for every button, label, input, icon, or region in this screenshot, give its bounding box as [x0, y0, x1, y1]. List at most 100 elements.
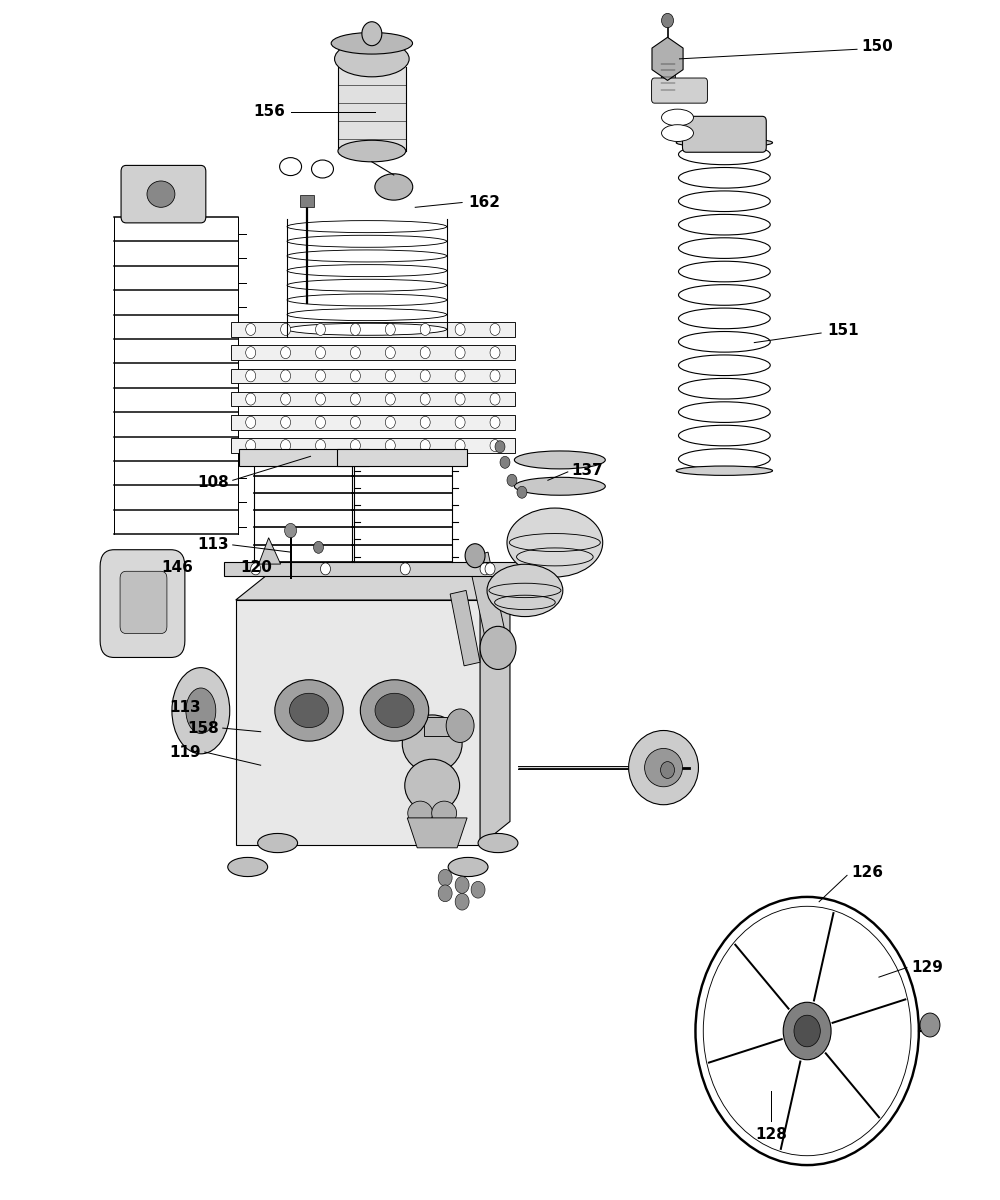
- Ellipse shape: [507, 508, 603, 577]
- Ellipse shape: [679, 425, 770, 446]
- Circle shape: [794, 1015, 820, 1046]
- FancyBboxPatch shape: [231, 323, 515, 337]
- Circle shape: [420, 439, 430, 451]
- Ellipse shape: [679, 355, 770, 376]
- Circle shape: [281, 347, 291, 359]
- Polygon shape: [236, 600, 480, 846]
- Circle shape: [490, 394, 500, 406]
- Text: 151: 151: [827, 323, 859, 338]
- Text: 120: 120: [241, 560, 273, 575]
- Ellipse shape: [679, 144, 770, 164]
- Circle shape: [455, 394, 465, 406]
- Circle shape: [783, 1002, 831, 1060]
- Ellipse shape: [375, 174, 413, 200]
- Ellipse shape: [679, 378, 770, 400]
- FancyBboxPatch shape: [231, 368, 515, 383]
- Text: 158: 158: [187, 721, 219, 736]
- Circle shape: [490, 370, 500, 382]
- Circle shape: [316, 324, 325, 336]
- Ellipse shape: [331, 32, 413, 54]
- Bar: [661, 59, 675, 92]
- Ellipse shape: [662, 109, 693, 126]
- Ellipse shape: [679, 168, 770, 188]
- Circle shape: [246, 370, 256, 382]
- Text: 119: 119: [169, 744, 201, 760]
- Circle shape: [420, 370, 430, 382]
- Text: 108: 108: [197, 475, 229, 490]
- Ellipse shape: [514, 478, 605, 496]
- Circle shape: [246, 439, 256, 451]
- Ellipse shape: [676, 138, 773, 148]
- Circle shape: [455, 416, 465, 428]
- Circle shape: [420, 324, 430, 336]
- Circle shape: [455, 893, 469, 910]
- Ellipse shape: [287, 250, 447, 262]
- Ellipse shape: [275, 679, 343, 742]
- Ellipse shape: [335, 41, 409, 77]
- Circle shape: [281, 370, 291, 382]
- Bar: [300, 196, 314, 208]
- Ellipse shape: [338, 140, 406, 162]
- Ellipse shape: [478, 834, 518, 853]
- Circle shape: [455, 439, 465, 451]
- Polygon shape: [450, 590, 480, 666]
- FancyBboxPatch shape: [239, 449, 369, 466]
- Circle shape: [471, 881, 485, 898]
- Circle shape: [281, 416, 291, 428]
- Circle shape: [662, 13, 674, 28]
- Ellipse shape: [289, 694, 329, 727]
- Ellipse shape: [679, 308, 770, 329]
- Circle shape: [465, 544, 485, 568]
- Ellipse shape: [375, 694, 414, 727]
- Circle shape: [455, 347, 465, 359]
- Ellipse shape: [402, 715, 462, 773]
- Circle shape: [385, 394, 395, 406]
- Circle shape: [438, 884, 452, 901]
- Circle shape: [316, 394, 325, 406]
- Circle shape: [314, 541, 323, 553]
- Ellipse shape: [679, 449, 770, 469]
- Circle shape: [420, 416, 430, 428]
- Text: 150: 150: [861, 40, 893, 54]
- Ellipse shape: [514, 451, 605, 469]
- FancyBboxPatch shape: [682, 116, 766, 152]
- FancyBboxPatch shape: [120, 571, 167, 634]
- Polygon shape: [236, 576, 510, 600]
- Circle shape: [695, 896, 919, 1165]
- Ellipse shape: [679, 402, 770, 422]
- Ellipse shape: [679, 238, 770, 258]
- Circle shape: [920, 1013, 940, 1037]
- Circle shape: [420, 347, 430, 359]
- Polygon shape: [480, 576, 510, 846]
- Circle shape: [281, 324, 291, 336]
- Polygon shape: [652, 37, 683, 80]
- Circle shape: [362, 22, 382, 46]
- Circle shape: [350, 370, 360, 382]
- Text: 156: 156: [254, 104, 286, 119]
- Text: 137: 137: [572, 463, 604, 478]
- Polygon shape: [224, 562, 522, 576]
- Circle shape: [281, 394, 291, 406]
- Circle shape: [316, 347, 325, 359]
- Circle shape: [246, 416, 256, 428]
- Polygon shape: [259, 538, 281, 564]
- Circle shape: [455, 324, 465, 336]
- Circle shape: [385, 324, 395, 336]
- Circle shape: [661, 762, 675, 779]
- Circle shape: [251, 563, 261, 575]
- Circle shape: [281, 439, 291, 451]
- Ellipse shape: [487, 564, 563, 617]
- Text: 113: 113: [169, 701, 201, 715]
- Circle shape: [285, 523, 297, 538]
- Ellipse shape: [679, 262, 770, 282]
- Circle shape: [385, 370, 395, 382]
- Circle shape: [490, 324, 500, 336]
- Circle shape: [490, 416, 500, 428]
- FancyBboxPatch shape: [100, 550, 185, 658]
- Circle shape: [350, 324, 360, 336]
- Circle shape: [246, 394, 256, 406]
- Ellipse shape: [645, 749, 682, 787]
- Circle shape: [490, 347, 500, 359]
- Ellipse shape: [405, 760, 460, 812]
- Circle shape: [455, 876, 469, 893]
